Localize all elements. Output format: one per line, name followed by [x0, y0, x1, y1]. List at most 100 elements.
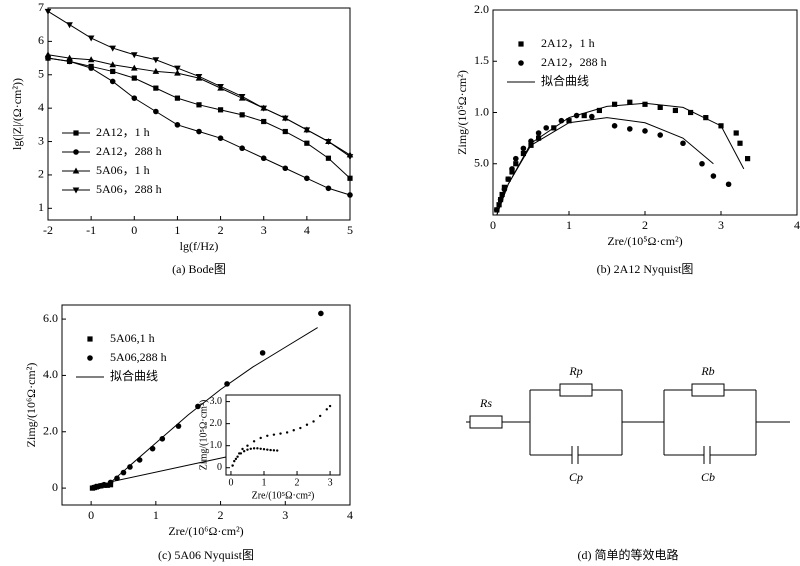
marker — [269, 448, 272, 452]
marker — [535, 130, 542, 136]
legend-label: 2A12，1 h — [541, 36, 595, 50]
x-tick-label: 4 — [304, 223, 310, 237]
legend-label: 拟合曲线 — [541, 73, 589, 88]
x-tick-label: 0 — [228, 477, 233, 488]
marker — [149, 445, 156, 452]
marker — [159, 436, 166, 442]
marker — [312, 420, 315, 423]
legend-marker — [518, 60, 524, 66]
legend-label: 2A12，1 h — [96, 125, 150, 139]
y-tick-label: 0 — [52, 480, 58, 494]
marker — [276, 449, 279, 452]
marker — [282, 128, 288, 135]
y-tick-label: 4 — [38, 100, 44, 114]
component-label: Rp — [568, 364, 582, 378]
marker — [238, 93, 246, 100]
marker — [328, 404, 332, 408]
legend-marker — [73, 130, 79, 136]
marker — [233, 459, 236, 463]
marker — [234, 457, 238, 461]
x-tick-label: 2 — [642, 218, 648, 232]
x-tick-label: -2 — [43, 223, 53, 237]
marker — [672, 107, 678, 114]
marker — [499, 191, 505, 198]
capacitors — [571, 446, 711, 464]
marker — [627, 126, 633, 132]
marker — [299, 426, 302, 430]
marker — [246, 448, 249, 451]
legend-marker — [87, 336, 93, 342]
marker — [246, 444, 249, 447]
legend-marker — [518, 41, 524, 47]
marker — [266, 448, 269, 451]
legend-label: 5A06，288 h — [96, 182, 162, 196]
marker — [261, 118, 267, 125]
marker — [513, 161, 519, 167]
plot-frame — [225, 394, 341, 476]
y-tick-label: 3.0 — [210, 396, 223, 407]
legend-label: 5A06,1 h — [110, 331, 155, 345]
marker — [725, 181, 732, 188]
marker — [699, 160, 705, 167]
marker — [596, 107, 602, 114]
marker — [66, 54, 73, 61]
x-axis-label: lg(f/Hz) — [180, 239, 219, 253]
marker — [347, 192, 353, 198]
legend-marker — [87, 355, 93, 361]
marker — [130, 64, 138, 71]
marker — [66, 22, 73, 29]
caption: (b) 2A12 Nyquist图 — [597, 262, 694, 276]
marker — [279, 432, 282, 435]
plot-frame — [61, 304, 351, 506]
x-tick-label: 3 — [328, 477, 333, 488]
marker — [282, 165, 289, 172]
y-tick-label: 2 — [38, 167, 44, 181]
y-tick-label: 2.0 — [43, 424, 58, 438]
marker — [737, 140, 743, 146]
marker — [231, 464, 234, 467]
marker — [272, 433, 276, 436]
component-label: Rb — [700, 364, 714, 378]
marker — [710, 173, 717, 179]
marker — [281, 115, 289, 122]
marker — [109, 45, 117, 52]
x-tick-label: 1 — [262, 477, 267, 488]
series-line — [47, 10, 351, 157]
marker — [703, 115, 709, 121]
marker — [612, 101, 618, 107]
x-tick-label: 0 — [490, 218, 496, 232]
marker — [657, 132, 663, 138]
marker — [745, 156, 751, 162]
legend-label: 2A12，288 h — [541, 55, 607, 69]
component-label: Cb — [701, 470, 715, 484]
x-tick-label: 3 — [718, 218, 724, 232]
marker — [104, 482, 110, 488]
marker — [109, 78, 116, 85]
marker — [520, 145, 527, 152]
marker — [304, 140, 310, 146]
marker — [239, 112, 245, 118]
x-tick-label: 2 — [218, 223, 224, 237]
inset-connector — [109, 456, 227, 483]
marker — [174, 95, 181, 101]
marker — [87, 56, 95, 63]
marker — [88, 65, 94, 71]
marker — [520, 150, 526, 157]
marker — [589, 113, 595, 120]
marker — [136, 457, 143, 463]
marker — [44, 8, 52, 15]
series-line — [90, 327, 318, 489]
plot-frame — [492, 9, 798, 216]
circuit: Rs Rp Cp Rb Cb (d) 简单的等效电路 — [466, 364, 790, 562]
marker — [239, 452, 243, 455]
x-tick-label: 4 — [794, 218, 800, 232]
x-tick-label: 3 — [261, 223, 267, 237]
marker — [242, 449, 246, 453]
marker — [680, 140, 686, 147]
marker — [318, 310, 324, 317]
x-tick-label: 2 — [218, 508, 224, 522]
marker — [627, 99, 633, 105]
marker — [325, 139, 332, 146]
y-tick-label: 4.0 — [43, 367, 58, 381]
marker — [733, 130, 739, 136]
